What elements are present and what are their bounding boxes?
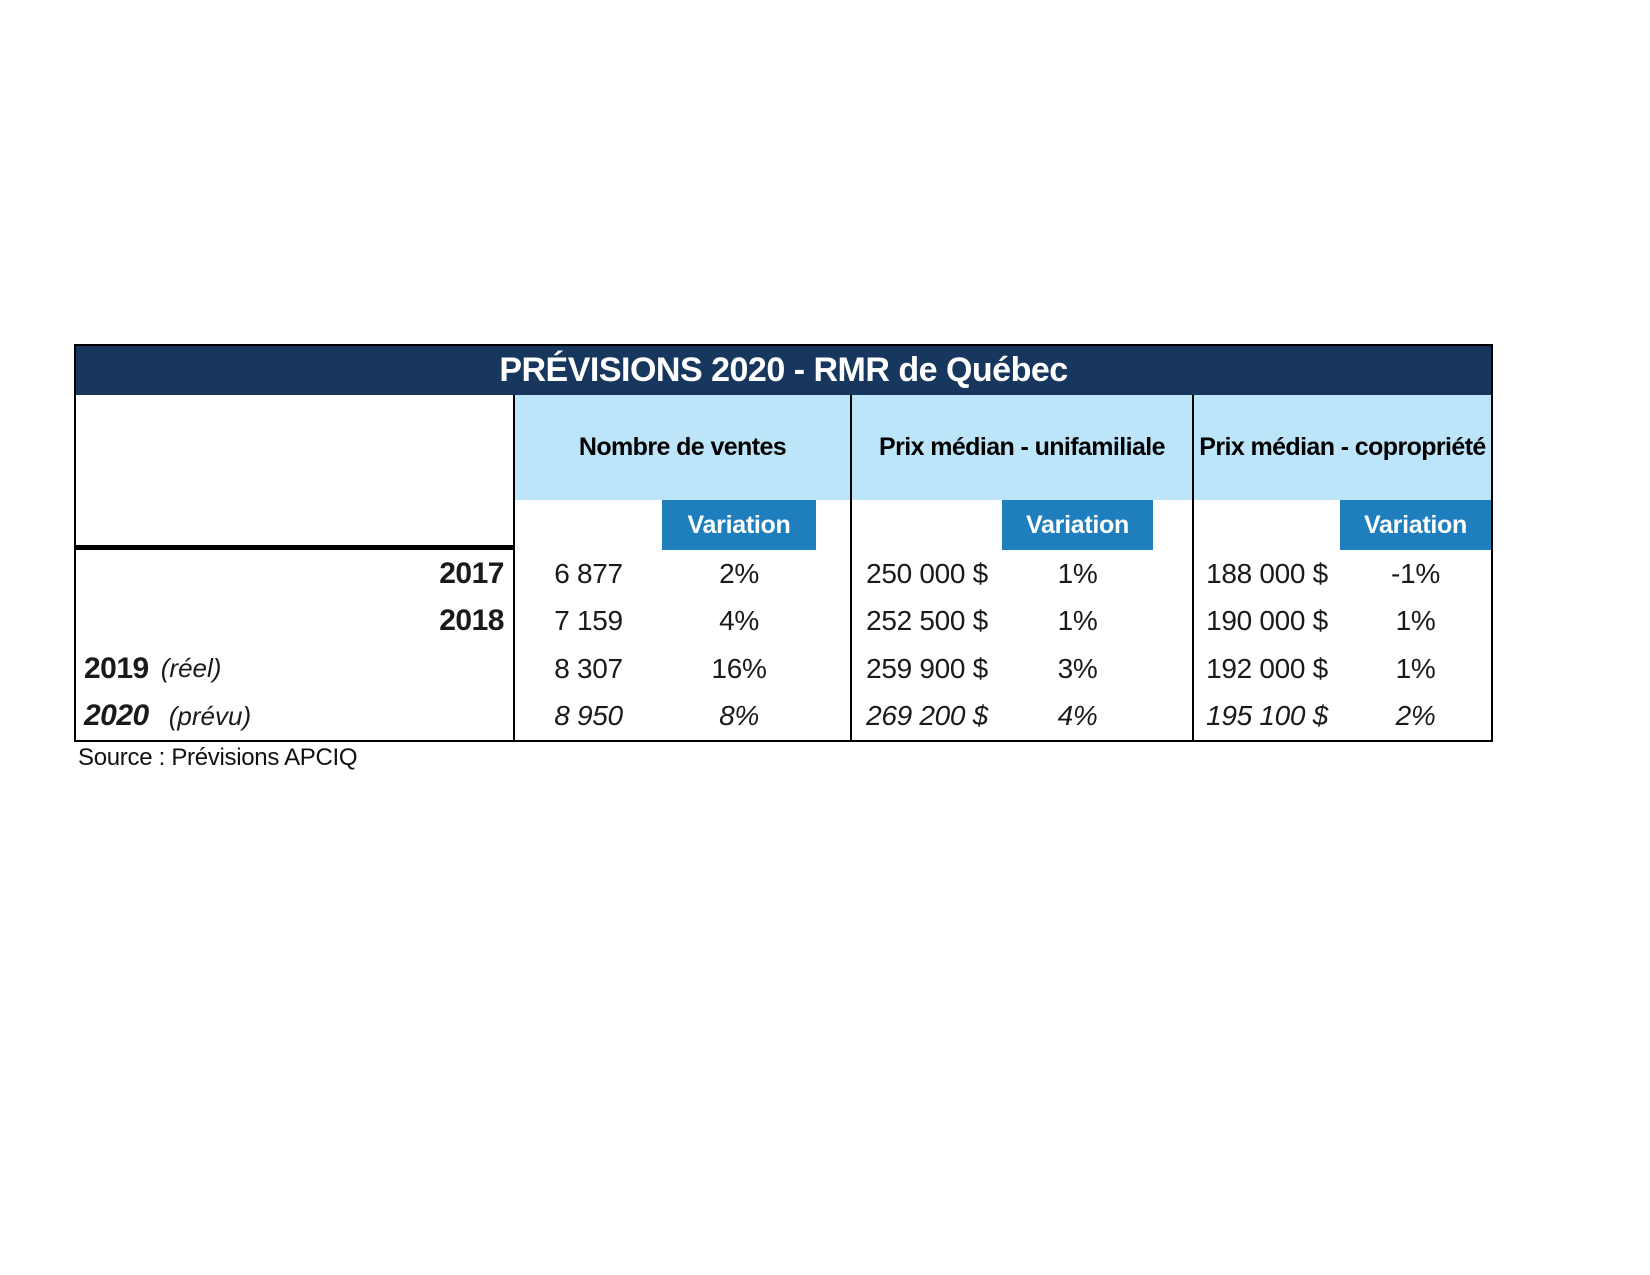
single-family-spacer [1153, 500, 1192, 550]
cell-condo-variation-2019: 1% [1395, 652, 1436, 684]
spacer [816, 598, 850, 646]
cell-single-family-variation-2018: 1% [1057, 605, 1098, 637]
year-2019: 2019 [84, 651, 149, 685]
condo-variation-header: Variation [1340, 500, 1491, 550]
cell-single-family-price-2019: 259 900 $ [866, 652, 988, 684]
spacer [816, 693, 850, 741]
sales-subheader-blank [515, 500, 662, 550]
group-sales-header: Nombre de ventes [515, 395, 850, 500]
group-sales: Nombre de ventes Variation 6 877 2% 7 15… [513, 395, 850, 740]
cell-condo-variation-2020: 2% [1395, 700, 1436, 732]
single-family-variation-header: Variation [1002, 500, 1153, 550]
group-condo-header: Prix médian - copropriété [1194, 395, 1491, 500]
group-condo-label: Prix médian - copropriété [1199, 433, 1486, 461]
cell-single-family-price-2018: 252 500 $ [866, 605, 988, 637]
cell-condo-price-2019: 192 000 $ [1206, 652, 1328, 684]
row-label-2020: 2020 (prévu) [76, 693, 513, 741]
table-title: PRÉVISIONS 2020 - RMR de Québec [499, 351, 1068, 389]
cell-condo-price-2017: 188 000 $ [1206, 557, 1328, 589]
group-single-family-header: Prix médian - unifamiliale [852, 395, 1192, 500]
year-2017: 2017 [439, 556, 504, 590]
cell-condo-price-2020: 195 100 $ [1206, 700, 1328, 732]
year-2018: 2018 [439, 604, 504, 638]
cell-single-family-variation-2019: 3% [1057, 652, 1098, 684]
row-label-2018: 2018 [76, 598, 513, 646]
group-condo: Prix médian - copropriété Variation 188 … [1192, 395, 1491, 740]
row-label-2019: 2019 (réel) [76, 645, 513, 693]
condo-subheader-blank [1194, 500, 1340, 550]
year-2020-note: (prévu) [168, 700, 252, 731]
cell-sales-variation-2020: 8% [719, 700, 759, 732]
group-sales-label: Nombre de ventes [578, 433, 787, 461]
table-title-bar: PRÉVISIONS 2020 - RMR de Québec [76, 346, 1491, 395]
cell-sales-variation-2017: 2% [719, 557, 759, 589]
cell-sales-variation-2019: 16% [711, 652, 767, 684]
cell-condo-variation-2017: -1% [1391, 557, 1440, 589]
sales-spacer [816, 500, 850, 550]
cell-sales-2020: 8 950 [554, 700, 623, 732]
cell-sales-2019: 8 307 [554, 652, 623, 684]
cell-condo-variation-2018: 1% [1395, 605, 1436, 637]
row-label-2017: 2017 [76, 550, 513, 598]
spacer [1153, 550, 1192, 598]
cell-sales-2018: 7 159 [554, 605, 623, 637]
sales-variation-header: Variation [662, 500, 816, 550]
spacer [816, 550, 850, 598]
single-family-subheader-blank [852, 500, 1002, 550]
cell-condo-price-2018: 190 000 $ [1206, 605, 1328, 637]
single-family-variation-label: Variation [1026, 510, 1129, 539]
cell-single-family-price-2020: 269 200 $ [866, 700, 988, 732]
cell-sales-2017: 6 877 [554, 557, 623, 589]
spacer [1153, 693, 1192, 741]
year-column: 2017 2018 2019 (réel) 2020 (prévu) [76, 395, 513, 740]
table-body: 2017 2018 2019 (réel) 2020 (prévu) [76, 395, 1491, 740]
cell-sales-variation-2018: 4% [719, 605, 759, 637]
source-note: Source : Prévisions APCIQ [78, 744, 358, 771]
group-single-family: Prix médian - unifamiliale Variation 250… [850, 395, 1192, 740]
condo-variation-label: Variation [1364, 510, 1467, 539]
spacer [1153, 598, 1192, 646]
spacer [1153, 645, 1192, 693]
forecast-table: PRÉVISIONS 2020 - RMR de Québec 2017 201… [74, 344, 1493, 742]
group-single-family-label: Prix médian - unifamiliale [879, 433, 1165, 461]
spacer [816, 645, 850, 693]
year-2020: 2020 [84, 699, 149, 733]
year-column-header-blank [76, 395, 513, 550]
cell-single-family-variation-2020: 4% [1057, 700, 1098, 732]
cell-single-family-price-2017: 250 000 $ [866, 557, 988, 589]
year-2019-note: (réel) [160, 653, 222, 684]
cell-single-family-variation-2017: 1% [1057, 557, 1098, 589]
sales-variation-label: Variation [687, 510, 791, 539]
